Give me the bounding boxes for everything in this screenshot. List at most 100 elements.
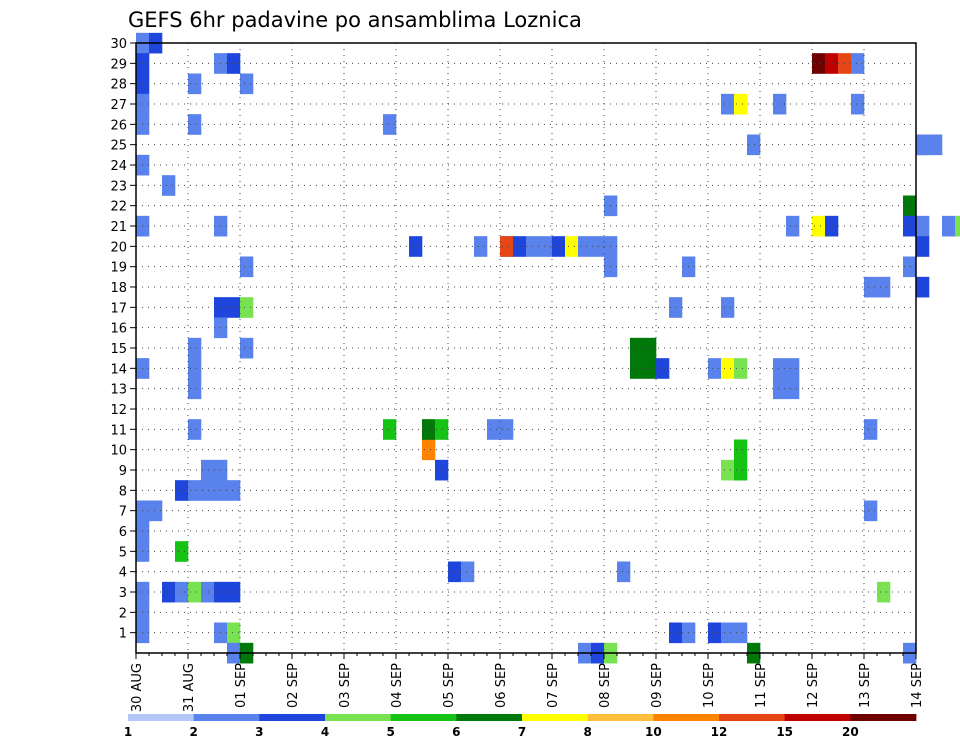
precip-cell <box>721 358 735 379</box>
color-legend: 1 2 3 4 5 6 7 8 10 12 15 20 <box>124 714 917 739</box>
precip-cell <box>240 256 254 278</box>
legend-label: 20 <box>842 725 859 739</box>
y-tick-label: 12 <box>110 403 127 418</box>
y-tick-label: 22 <box>110 200 127 215</box>
precip-cell <box>903 256 917 278</box>
chart-title: GEFS 6hr padavine po ansamblima Loznica <box>128 8 582 32</box>
precip-cell <box>656 358 670 379</box>
y-tick-label: 26 <box>110 118 127 133</box>
precip-cell <box>435 459 449 481</box>
legend-swatch <box>259 714 326 721</box>
precip-cell <box>929 134 943 156</box>
precip-cell <box>916 236 930 257</box>
precip-cell <box>539 236 553 257</box>
x-tick-label: 10 SEP <box>702 663 717 708</box>
x-tick-label: 14 SEP <box>910 663 925 708</box>
precip-cell <box>188 358 202 379</box>
y-tick-label: 11 <box>110 423 127 438</box>
precip-cell <box>552 236 566 257</box>
x-tick-label: 31 AUG <box>182 663 197 712</box>
precip-cell <box>383 114 397 135</box>
y-tick-label: 20 <box>110 240 127 255</box>
legend-swatch <box>456 714 523 721</box>
precip-cell <box>383 419 397 440</box>
legend-label: 6 <box>452 725 460 739</box>
y-tick-label: 1 <box>119 627 127 642</box>
precip-cell <box>565 236 579 257</box>
precip-cell <box>643 337 657 359</box>
precip-cell <box>864 276 878 298</box>
x-tick-label: 03 SEP <box>338 663 353 708</box>
x-tick-label: 01 SEP <box>234 663 249 708</box>
precip-cell <box>734 93 748 115</box>
y-tick-label: 23 <box>110 179 127 194</box>
precip-cell <box>617 561 631 583</box>
precip-cell <box>201 581 215 603</box>
precip-cell <box>188 337 202 359</box>
legend-label: 7 <box>518 725 526 739</box>
precip-cell <box>773 378 787 400</box>
precip-cell <box>955 215 960 237</box>
precip-cell <box>877 276 891 298</box>
precip-cell <box>864 500 878 522</box>
legend-swatch <box>850 714 917 721</box>
precip-cell <box>734 622 748 644</box>
legend-label: 3 <box>255 725 263 739</box>
precip-cell <box>786 358 800 379</box>
y-tick-label: 9 <box>119 464 127 479</box>
y-tick-label: 15 <box>110 342 127 357</box>
legend-swatch <box>522 714 589 721</box>
precip-cell <box>721 297 735 318</box>
x-tick-label: 09 SEP <box>650 663 665 708</box>
precip-cell <box>721 93 735 115</box>
precip-cell <box>149 500 163 522</box>
precip-cell <box>422 419 436 440</box>
precip-cell <box>734 439 748 461</box>
y-tick-label: 21 <box>110 220 127 235</box>
y-tick-label: 27 <box>110 98 127 113</box>
legend-label: 8 <box>583 725 591 739</box>
precip-cell <box>487 419 501 440</box>
precip-cell <box>903 195 917 217</box>
precip-cell <box>474 236 488 257</box>
legend-swatch <box>587 714 654 721</box>
precip-cell <box>812 53 826 74</box>
precip-cell <box>591 236 605 257</box>
x-tick-label: 11 SEP <box>754 663 769 708</box>
precip-cell <box>227 622 241 644</box>
precip-cell <box>825 215 839 237</box>
precip-cell <box>773 93 787 115</box>
precip-cell <box>747 134 761 156</box>
y-tick-label: 30 <box>110 37 127 52</box>
precip-cell <box>812 215 826 237</box>
y-tick-label: 2 <box>119 606 127 621</box>
y-tick-label: 7 <box>119 505 127 520</box>
precip-cell <box>734 459 748 481</box>
precip-cell <box>916 215 930 237</box>
legend-label: 12 <box>711 725 728 739</box>
legend-label: 1 <box>124 725 132 739</box>
precip-cell <box>669 297 683 318</box>
precip-cell <box>916 276 930 298</box>
precip-cell <box>786 215 800 237</box>
legend-label: 4 <box>321 725 329 739</box>
y-tick-label: 17 <box>110 301 127 316</box>
x-tick-label: 06 SEP <box>494 663 509 708</box>
legend-swatch <box>390 714 457 721</box>
precip-cell <box>578 236 592 257</box>
precip-cell <box>500 419 514 440</box>
x-tick-label: 02 SEP <box>286 663 301 708</box>
y-tick-label: 19 <box>110 261 127 276</box>
precip-cell <box>877 581 891 603</box>
precip-cell <box>669 622 683 644</box>
legend-swatch <box>784 714 851 721</box>
legend-swatch <box>325 714 392 721</box>
precip-cell <box>773 358 787 379</box>
y-tick-label: 10 <box>110 444 127 459</box>
data-cells <box>136 32 960 664</box>
y-tick-label: 16 <box>110 322 127 337</box>
y-axis: 1234567891011121314151617181920212223242… <box>110 37 136 642</box>
precip-cell <box>175 480 189 501</box>
legend-label: 10 <box>645 725 662 739</box>
